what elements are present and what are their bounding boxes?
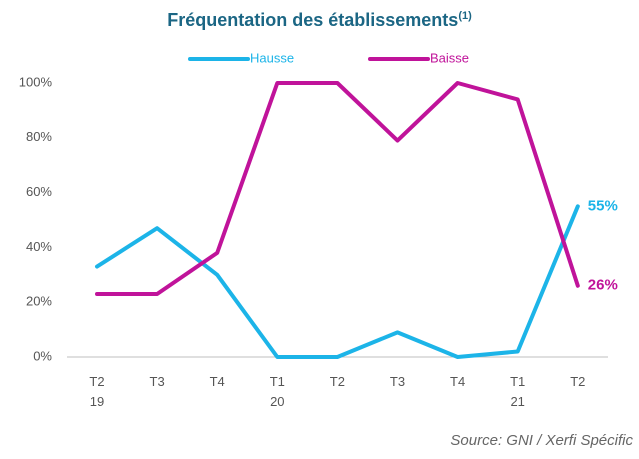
title-note: (1) <box>458 10 472 22</box>
chart-title: Fréquentation des établissements <box>167 10 459 30</box>
x-tick-label: T2 19 <box>89 374 105 409</box>
x-tick-label: T1 21 <box>510 374 526 409</box>
legend-label: Hausse <box>250 50 294 65</box>
value-label: 26% <box>588 277 618 294</box>
legend-label: Baisse <box>430 50 469 65</box>
series-line <box>95 204 580 359</box>
x-tick-label: T2 <box>570 374 586 389</box>
x-tick-label: T1 20 <box>269 374 285 409</box>
y-tick-label: 80% <box>26 129 52 144</box>
y-tick-label: 0% <box>33 348 52 363</box>
chart-title-box: Fréquentation des établissements(1) <box>0 10 639 31</box>
x-tick-label: T2 <box>329 374 345 389</box>
x-tick-label: T3 <box>149 374 165 389</box>
x-tick-label: T4 <box>209 374 225 389</box>
x-tick-label: T3 <box>389 374 406 389</box>
series-line <box>95 81 580 296</box>
source: Source: GNI / Xerfi Spécific <box>450 432 633 449</box>
y-tick-label: 20% <box>26 294 52 309</box>
value-label: 55% <box>588 197 618 214</box>
y-tick-label: 60% <box>26 184 52 199</box>
y-tick-label: 40% <box>26 239 52 254</box>
x-tick-label: T4 <box>450 374 466 389</box>
y-tick-label: 100% <box>19 74 53 89</box>
